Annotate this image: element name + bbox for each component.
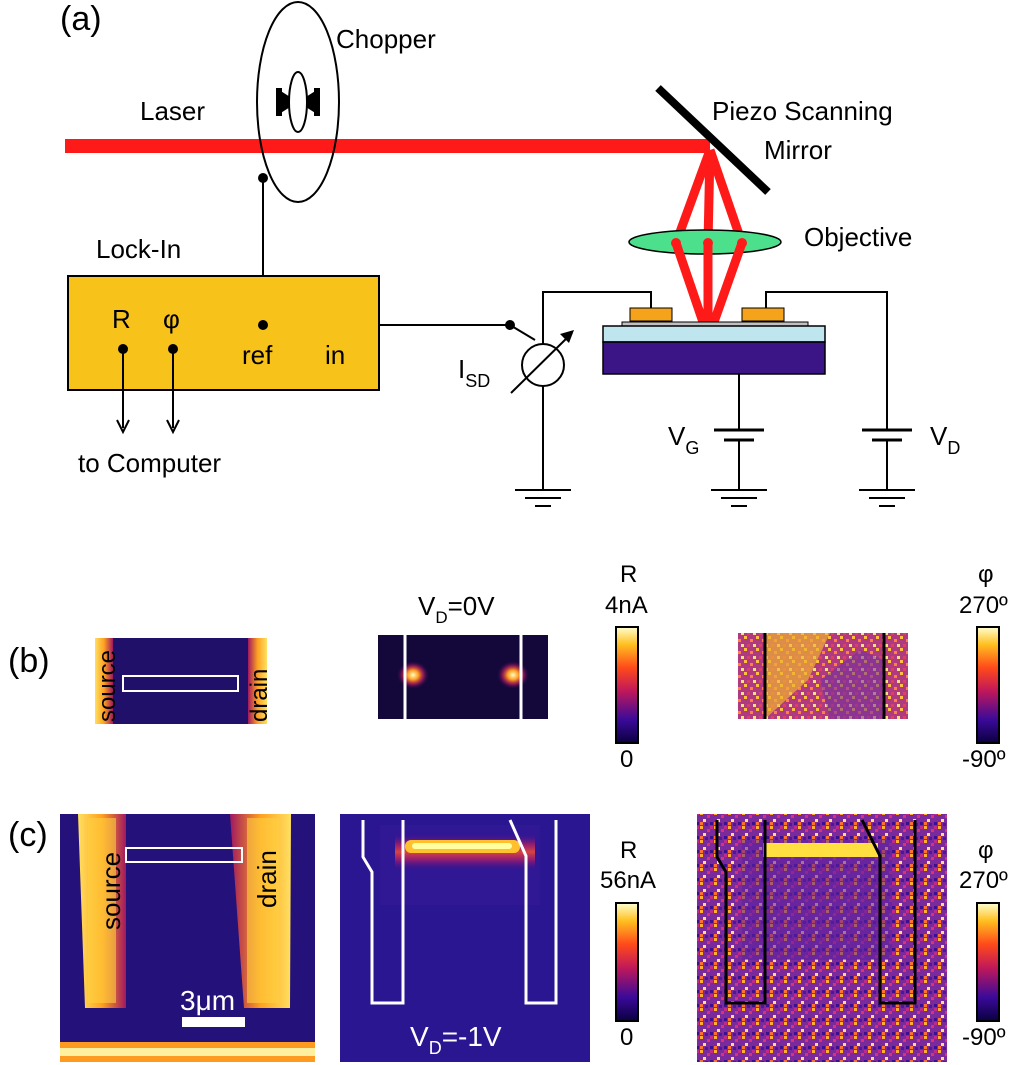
lockin-r-label: R — [112, 304, 131, 334]
phi-cbar-label-b: φ — [978, 561, 994, 588]
ref-dot-top — [258, 173, 268, 183]
phi-colorbar-c — [976, 902, 1000, 1022]
mirror-label-line2: Mirror — [764, 135, 832, 165]
panel-c: (c) source drain 3μm VD=-1V — [8, 814, 1008, 1062]
mirror-label-line1: Piezo Scanning — [712, 96, 893, 126]
laser-beam — [65, 139, 710, 153]
to-computer-label: to Computer — [78, 448, 221, 478]
source-contact — [629, 307, 673, 322]
r-map-b — [378, 635, 548, 719]
r-cbar-min-c: 0 — [620, 1024, 633, 1051]
source-label-b: source — [94, 650, 121, 722]
phi-colorbar-b — [976, 626, 1000, 744]
phi-cbar-max-c: 270º — [959, 867, 1008, 894]
lockin-ref-label: ref — [242, 340, 273, 370]
panel-c-label: (c) — [8, 816, 48, 854]
lockin-box — [67, 275, 380, 391]
gate-battery — [714, 428, 764, 442]
lockin-title: Lock-In — [96, 234, 181, 264]
panel-a: (a) Laser Chopper Piezo Scanning Mirror — [60, 0, 960, 507]
r-cbar-max-b: 4nA — [605, 592, 648, 619]
phi-cbar-min-b: -90º — [962, 746, 1006, 773]
r-cbar-max-c: 56nA — [600, 867, 656, 894]
lockin-phi-label: φ — [163, 304, 180, 334]
vg-label: VG — [668, 421, 699, 458]
phi-cbar-max-b: 270º — [959, 592, 1008, 619]
panel-b: (b) source drain VD=0V R 4nA 0 — [8, 561, 1008, 773]
drain-contact — [741, 307, 785, 322]
drain-label-c: drain — [252, 850, 282, 908]
vd-label: VD — [930, 421, 960, 458]
piezo-mirror — [655, 85, 771, 195]
r-cbar-label-c: R — [620, 837, 637, 864]
reflection-image-b: source drain — [94, 638, 273, 724]
device-stack — [602, 307, 826, 375]
phi-map-c — [697, 814, 947, 1062]
chopper-label: Chopper — [336, 24, 436, 54]
panel-a-label: (a) — [60, 0, 102, 38]
reflection-image-c: source drain 3μm — [60, 814, 315, 1062]
drain-label-b: drain — [246, 669, 273, 722]
r-cbar-label-b: R — [620, 561, 637, 588]
r-map-c: VD=-1V — [340, 814, 590, 1062]
objective-label: Objective — [804, 222, 912, 252]
ammeter — [510, 330, 574, 394]
phi-cbar-min-c: -90º — [962, 1024, 1006, 1051]
r-colorbar-c — [615, 902, 639, 1022]
chopper — [256, 1, 340, 203]
laser-fan — [671, 148, 747, 245]
scale-bar-label: 3μm — [180, 985, 235, 1016]
phi-map-b — [738, 633, 908, 719]
phi-cbar-label-c: φ — [978, 837, 994, 864]
isd-label: ISD — [458, 354, 490, 391]
r-cbar-min-b: 0 — [620, 746, 633, 773]
laser-label: Laser — [140, 96, 205, 126]
scale-bar — [182, 1017, 245, 1027]
drain-battery — [862, 428, 912, 442]
panel-b-label: (b) — [8, 642, 50, 680]
focused-beams — [671, 241, 747, 324]
source-label-c: source — [96, 852, 126, 930]
r-colorbar-b — [615, 626, 639, 744]
output-arrows — [122, 349, 174, 428]
r-map-title-b: VD=0V — [418, 591, 495, 627]
r-map-title-c: VD=-1V — [410, 1021, 502, 1058]
ground-symbols — [515, 489, 915, 507]
lockin-in-label: in — [325, 340, 345, 370]
